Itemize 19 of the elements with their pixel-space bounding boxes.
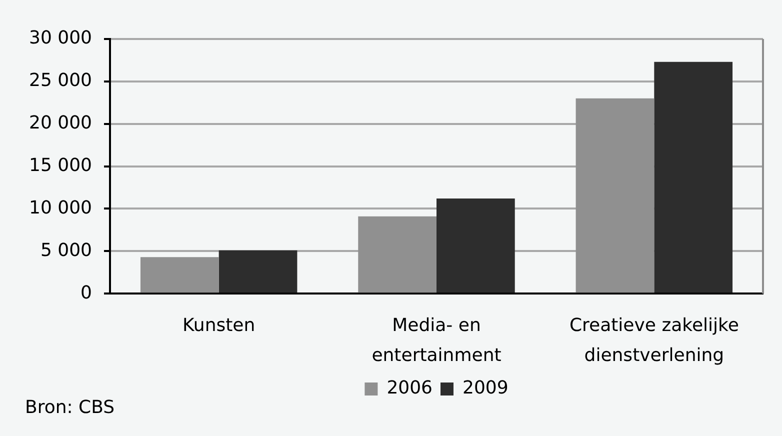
y-tick-label: 30 000: [29, 28, 92, 49]
x-tick-label: Creatieve zakelijke dienstverlening: [569, 315, 739, 366]
text: Bron: CBS: [25, 397, 115, 418]
y-tick-label: 15 000: [29, 154, 92, 176]
bar: [576, 98, 654, 293]
bar: [140, 257, 219, 293]
x-tick-label: Media- en entertainment: [372, 315, 502, 366]
legend-label: 2009: [462, 378, 508, 399]
bar: [654, 62, 733, 293]
bar: [436, 198, 515, 293]
y-tick-label: 25 000: [29, 70, 92, 92]
bar: [358, 216, 436, 293]
bar: [218, 250, 298, 293]
y-tick-label: 20 000: [29, 112, 92, 134]
x-tick-label: Kunsten: [182, 315, 256, 336]
legend-label: 2006: [386, 378, 433, 399]
y-tick-label: 10 000: [29, 197, 92, 218]
y-tick-label: 5 000: [40, 240, 92, 261]
y-tick-label: 0: [80, 282, 92, 304]
